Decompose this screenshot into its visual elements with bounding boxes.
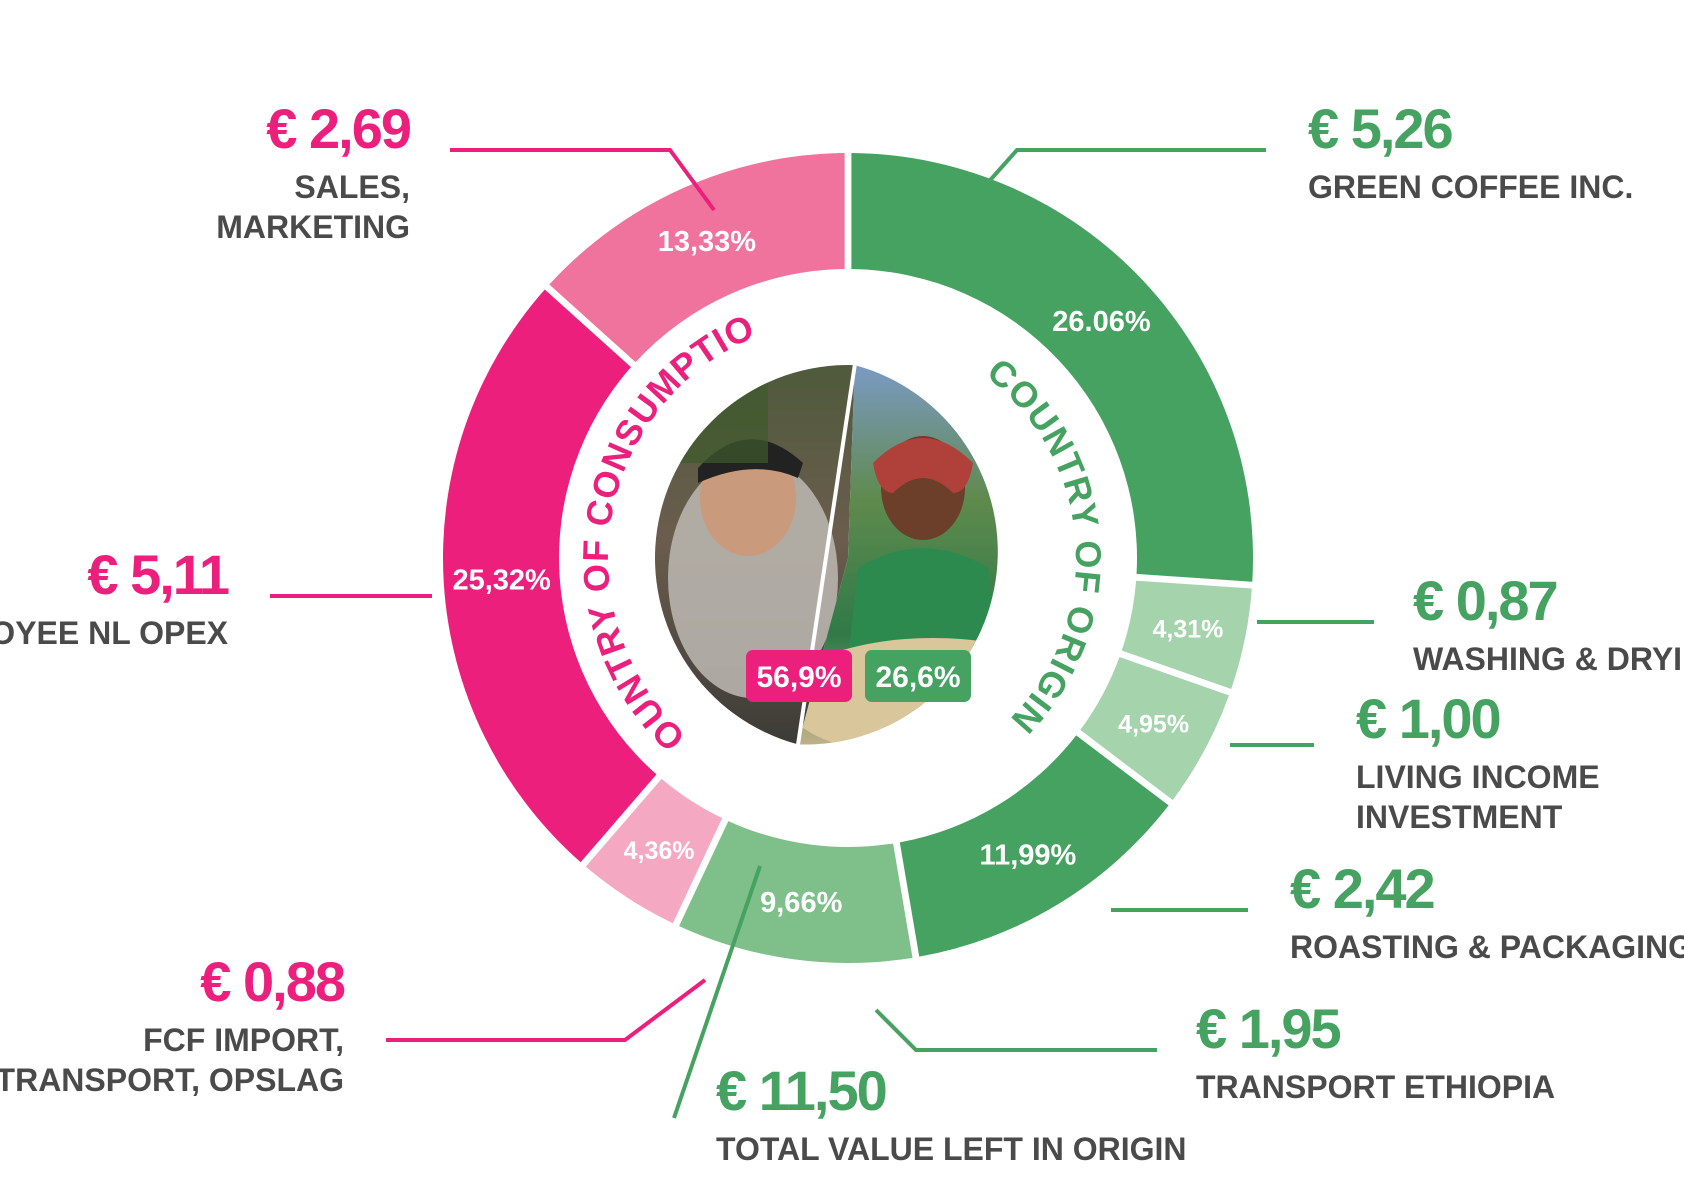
callout-amount: € 1,95 — [1196, 997, 1341, 1060]
leader-line — [874, 1008, 1157, 1052]
ring-slice-fcf-import-transport-opslag — [585, 778, 723, 924]
svg-text:56,9%: 56,9% — [756, 661, 841, 694]
svg-text:26,6%: 26,6% — [875, 661, 960, 694]
callout-category: SALES, — [294, 169, 410, 205]
ring-slice-living-income-investment — [1080, 656, 1229, 801]
origin-share-badge: 26,6% — [865, 650, 971, 702]
callout-category: INVESTMENT — [1356, 799, 1563, 835]
total-leader-line — [672, 865, 762, 1119]
ring-percent-label: 11,99% — [980, 840, 1077, 872]
callout-transport-ethiopia: € 1,95 TRANSPORT ETHIOPIA — [1196, 997, 1555, 1105]
leader-line — [450, 148, 716, 212]
callout-fcf-import-transport-opslag: € 0,88 FCF IMPORT, TRANSPORT, OPSLAG — [0, 950, 347, 1098]
callout-category: TRANSPORT ETHIOPIA — [1196, 1069, 1555, 1105]
ring-slice-green-coffee-inc — [851, 153, 1253, 582]
ring-slice-washing-drying — [1121, 580, 1252, 690]
callout-amount: € 2,69 — [266, 97, 411, 160]
ring-percent-label: 13,33% — [658, 226, 757, 258]
callout-living-income-investment: € 1,00 LIVING INCOME INVESTMENT — [1356, 687, 1600, 835]
callout-roasting-packaging: € 2,42 ROASTING & PACKAGING — [1290, 857, 1684, 965]
ring-slice-sales-marketing — [549, 153, 845, 363]
callout-amount: € 5,11 — [87, 543, 228, 606]
callout-sales-marketing: € 2,69 SALES, MARKETING — [216, 97, 413, 245]
callout-amount: € 0,87 — [1413, 569, 1557, 632]
callout-category: GREEN COFFEE INC. — [1308, 169, 1633, 205]
callout-amount: € 2,42 — [1290, 857, 1434, 920]
total-value-callout: € 11,50 TOTAL VALUE LEFT IN ORIGIN — [716, 1059, 1187, 1167]
callout-moyee-nl-opex: € 5,11 MOYEE NL OPEX — [0, 543, 231, 651]
callout-category: WASHING & DRYING — [1413, 641, 1684, 677]
callout-amount: € 1,00 — [1356, 687, 1500, 750]
ring-percent-label: 4,36% — [624, 837, 695, 865]
callout-category: LIVING INCOME — [1356, 759, 1600, 795]
ring-percent-label: 9,66% — [760, 887, 842, 919]
ring-slice-moyee-nl-opex — [442, 289, 657, 863]
callout-amount: € 0,88 — [200, 950, 345, 1013]
total-amount: € 11,50 — [716, 1059, 886, 1122]
total-label: TOTAL VALUE LEFT IN ORIGIN — [716, 1131, 1187, 1167]
leader-line — [386, 978, 707, 1042]
callout-amount: € 5,26 — [1308, 97, 1453, 160]
callout-washing-drying: € 0,87 WASHING & DRYING — [1413, 569, 1684, 677]
consumption-share-badge: 56,9% — [746, 650, 852, 702]
callout-category: TRANSPORT, OPSLAG — [0, 1062, 344, 1098]
callout-category: ROASTING & PACKAGING — [1290, 929, 1684, 965]
ring-percent-label: 4,95% — [1118, 710, 1189, 738]
callout-category: MARKETING — [216, 209, 410, 245]
ring-percent-label: 4,31% — [1152, 616, 1223, 644]
leader-line — [966, 148, 1266, 207]
ring-percent-label: 25,32% — [452, 565, 551, 597]
callout-category: FCF IMPORT, — [143, 1022, 344, 1058]
ring-percent-label: 26.06% — [1052, 306, 1151, 338]
ring-slice-roasting-packaging — [899, 735, 1169, 957]
callout-category: MOYEE NL OPEX — [0, 615, 229, 651]
callout-green-coffee-inc: € 5,26 GREEN COFFEE INC. — [1308, 97, 1633, 205]
country-of-origin-label: COUNTRY OF ORIGIN — [980, 350, 1109, 742]
